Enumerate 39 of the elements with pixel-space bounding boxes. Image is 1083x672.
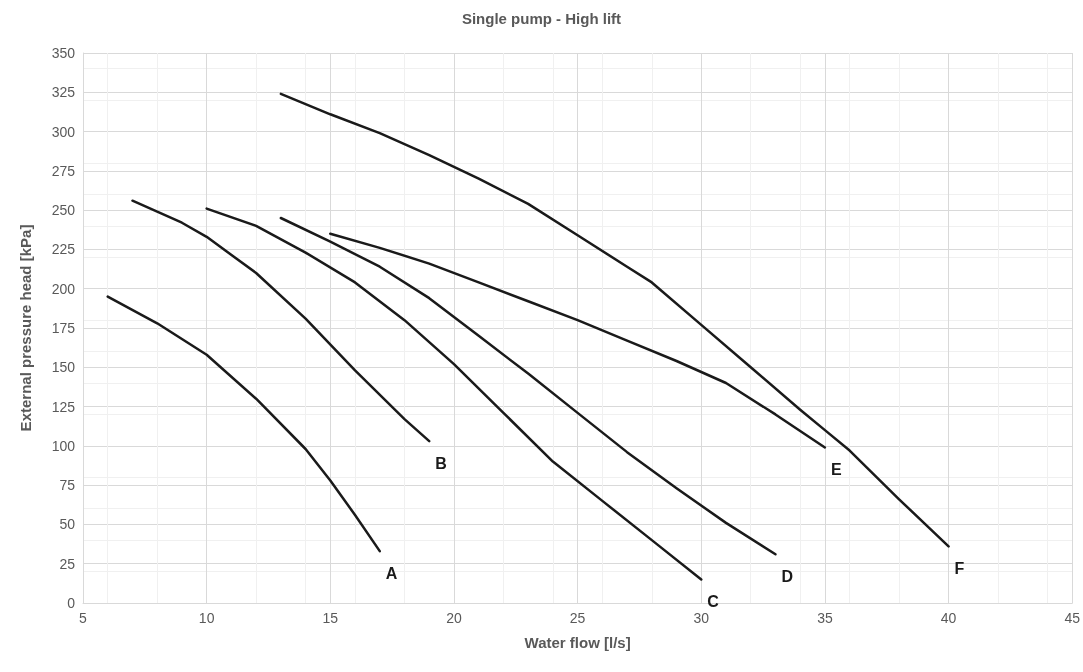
line-series: [106, 295, 382, 553]
y-tick-label: 200: [51, 280, 76, 297]
y-tick-label: 25: [59, 555, 76, 572]
y-tick-label: 275: [51, 162, 76, 179]
x-tick-label: 35: [817, 610, 833, 626]
y-tick-label: 225: [51, 241, 76, 258]
series-label: D: [781, 567, 794, 585]
y-tick-label: 250: [51, 202, 76, 219]
x-tick-label: 20: [446, 610, 462, 626]
line-series: [131, 199, 431, 443]
y-tick-label: 75: [59, 477, 76, 494]
x-tick-label: 10: [198, 610, 215, 626]
chart-title: Single pump - High lift: [461, 10, 622, 27]
y-tick-label: 50: [59, 516, 76, 533]
y-tick-label: 125: [51, 398, 76, 415]
y-tick-label: 175: [51, 320, 76, 336]
y-axis-title: External pressure head [kPa]: [17, 224, 34, 432]
y-tick-label: 150: [51, 359, 76, 376]
y-tick-label: 100: [51, 437, 76, 454]
series-label: B: [435, 454, 447, 472]
y-tick-label: 300: [51, 123, 76, 140]
x-tick-label: 25: [569, 610, 586, 626]
x-tick-label: 5: [79, 610, 88, 626]
line-series: [279, 92, 950, 548]
x-axis-title: Water flow [l/s]: [524, 634, 631, 651]
y-tick-label: 0: [67, 595, 76, 611]
series-label: F: [954, 559, 965, 577]
line-series: [279, 216, 777, 556]
x-tick-label: 40: [940, 610, 957, 626]
series-label: E: [830, 460, 842, 478]
x-tick-label: 30: [693, 610, 710, 626]
x-tick-label: 15: [322, 610, 339, 626]
y-tick-label: 350: [51, 45, 76, 61]
x-tick-label: 45: [1064, 610, 1081, 626]
line-series: [329, 232, 827, 449]
series-label: C: [707, 592, 720, 610]
line-series: [205, 207, 703, 581]
series-label: A: [385, 564, 398, 582]
y-tick-label: 325: [51, 84, 76, 101]
